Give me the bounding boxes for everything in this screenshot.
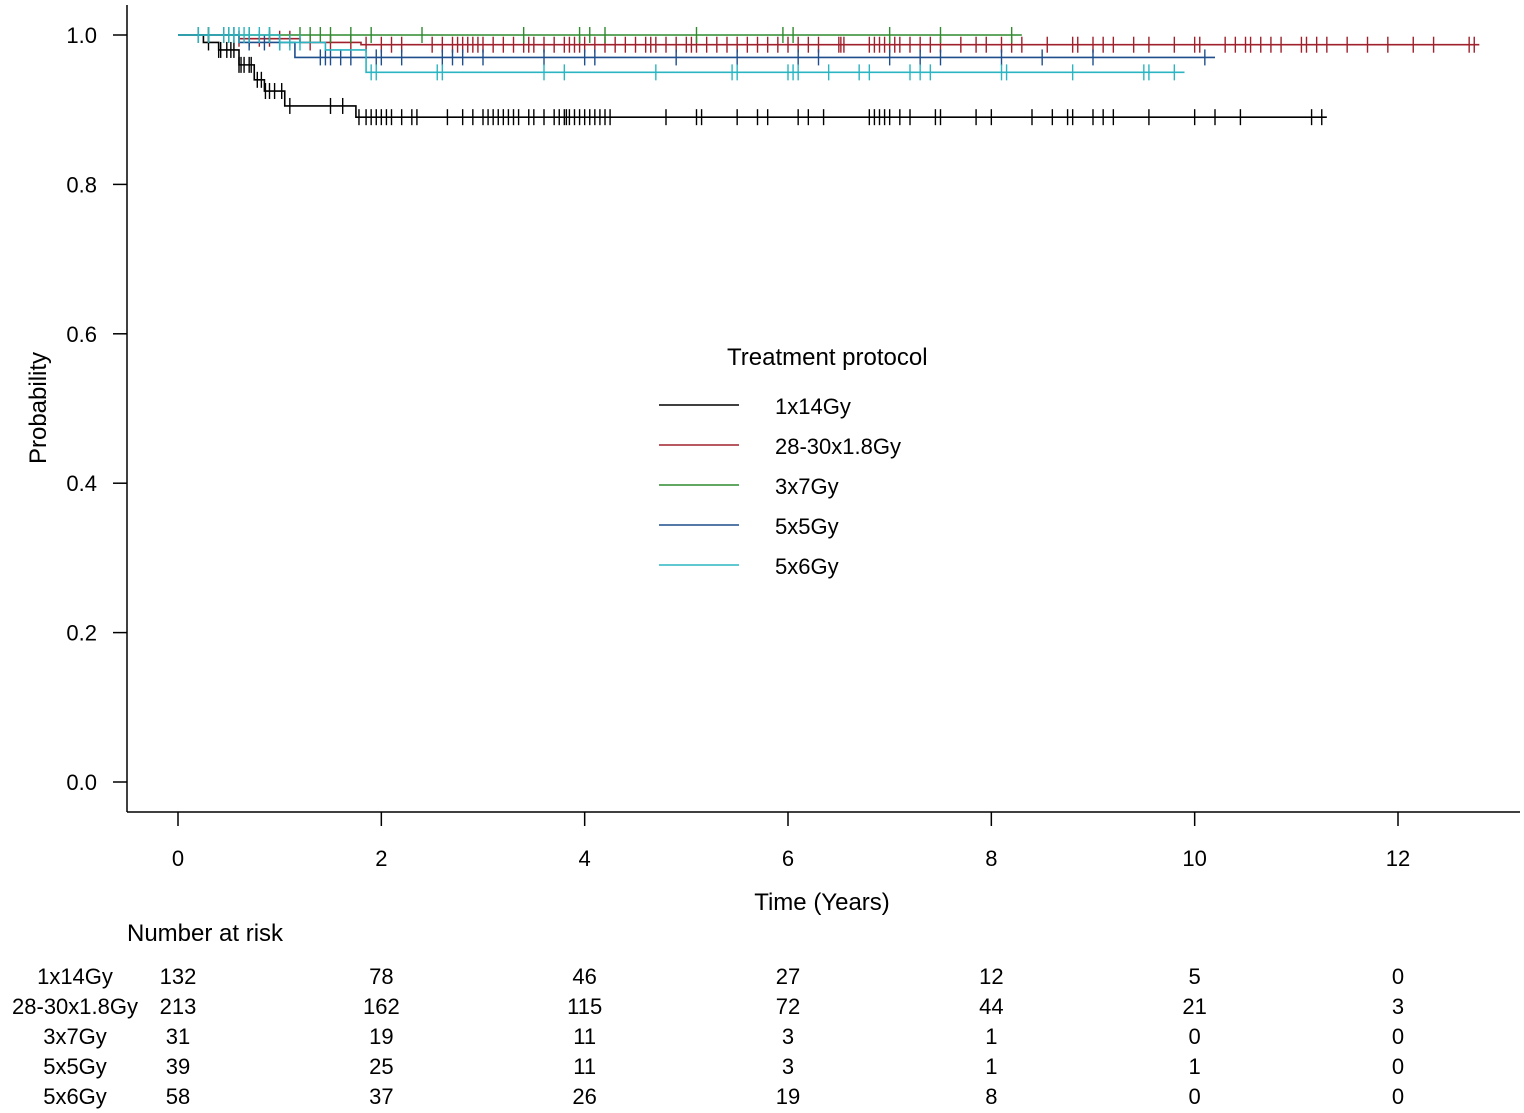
risk-count: 213 bbox=[160, 994, 197, 1019]
legend-label: 1x14Gy bbox=[775, 394, 851, 419]
risk-count: 0 bbox=[1392, 964, 1404, 989]
risk-count: 3 bbox=[1392, 994, 1404, 1019]
legend-title: Treatment protocol bbox=[727, 344, 928, 371]
survival-line bbox=[178, 34, 1185, 74]
risk-count: 27 bbox=[776, 964, 800, 989]
x-tick-label: 10 bbox=[1182, 846, 1206, 871]
risk-count: 132 bbox=[160, 964, 197, 989]
risk-count: 26 bbox=[572, 1084, 596, 1109]
risk-count: 31 bbox=[166, 1024, 190, 1049]
axes: 0 2 4 6 8 10 12 0.0 0.2 0.4 0.6 0.8 1.0 bbox=[66, 5, 1520, 871]
risk-count: 37 bbox=[369, 1084, 393, 1109]
x-tick-label: 6 bbox=[782, 846, 794, 871]
risk-count: 162 bbox=[363, 994, 400, 1019]
risk-count: 39 bbox=[166, 1054, 190, 1079]
risk-count: 25 bbox=[369, 1054, 393, 1079]
risk-count: 11 bbox=[573, 1054, 596, 1079]
risk-count: 8 bbox=[985, 1084, 997, 1109]
risk-count: 0 bbox=[1392, 1024, 1404, 1049]
survival-line bbox=[178, 34, 1327, 118]
risk-row-label: 5x5Gy bbox=[43, 1054, 107, 1079]
risk-count: 46 bbox=[572, 964, 596, 989]
risk-table-title: Number at risk bbox=[127, 920, 284, 947]
risk-count: 0 bbox=[1189, 1084, 1201, 1109]
legend: 1x14Gy 28-30x1.8Gy 3x7Gy 5x5Gy 5x6Gy bbox=[659, 394, 901, 579]
y-axis-title: Probability bbox=[25, 352, 52, 464]
y-tick-label: 0.8 bbox=[66, 172, 97, 197]
risk-count: 12 bbox=[979, 964, 1003, 989]
risk-count: 115 bbox=[567, 994, 602, 1019]
risk-count: 0 bbox=[1392, 1054, 1404, 1079]
risk-count: 3 bbox=[782, 1024, 794, 1049]
risk-table: 1x14Gy 132 78 46 27 12 5 028-30x1.8Gy 213 162 115 7… bbox=[12, 964, 1404, 1109]
series-1x14Gy bbox=[178, 27, 1327, 126]
x-tick-label: 0 bbox=[172, 846, 184, 871]
x-axis-title: Time (Years) bbox=[754, 889, 890, 916]
survival-curves bbox=[178, 27, 1480, 126]
legend-label: 5x6Gy bbox=[775, 554, 839, 579]
y-tick-label: 0.4 bbox=[66, 471, 97, 496]
risk-count: 0 bbox=[1392, 1084, 1404, 1109]
risk-count: 44 bbox=[979, 994, 1003, 1019]
risk-count: 19 bbox=[369, 1024, 393, 1049]
risk-count: 72 bbox=[776, 994, 800, 1019]
risk-count: 0 bbox=[1189, 1024, 1201, 1049]
risk-count: 3 bbox=[782, 1054, 794, 1079]
risk-count: 11 bbox=[573, 1024, 596, 1049]
series-5x6Gy bbox=[178, 27, 1185, 81]
risk-row-label: 3x7Gy bbox=[43, 1024, 107, 1049]
risk-count: 19 bbox=[776, 1084, 800, 1109]
y-tick-label: 0.0 bbox=[66, 770, 97, 795]
risk-row-label: 28-30x1.8Gy bbox=[12, 994, 138, 1019]
risk-row-label: 5x6Gy bbox=[43, 1084, 107, 1109]
x-tick-label: 2 bbox=[375, 846, 387, 871]
survival-line bbox=[178, 34, 1480, 46]
risk-row-label: 1x14Gy bbox=[37, 964, 113, 989]
x-tick-label: 12 bbox=[1386, 846, 1410, 871]
legend-label: 28-30x1.8Gy bbox=[775, 434, 901, 459]
risk-count: 78 bbox=[369, 964, 393, 989]
y-tick-label: 0.2 bbox=[66, 621, 97, 646]
x-tick-label: 4 bbox=[579, 846, 591, 871]
legend-label: 5x5Gy bbox=[775, 514, 839, 539]
legend-label: 3x7Gy bbox=[775, 474, 839, 499]
y-tick-label: 0.6 bbox=[66, 322, 97, 347]
y-tick-label: 1.0 bbox=[66, 23, 97, 48]
x-tick-label: 8 bbox=[985, 846, 997, 871]
series-28-30x1.8Gy bbox=[178, 27, 1480, 53]
risk-count: 58 bbox=[166, 1084, 190, 1109]
risk-count: 5 bbox=[1189, 964, 1201, 989]
risk-count: 21 bbox=[1182, 994, 1206, 1019]
risk-count: 1 bbox=[1189, 1054, 1201, 1079]
risk-count: 1 bbox=[985, 1024, 997, 1049]
risk-count: 1 bbox=[985, 1054, 997, 1079]
